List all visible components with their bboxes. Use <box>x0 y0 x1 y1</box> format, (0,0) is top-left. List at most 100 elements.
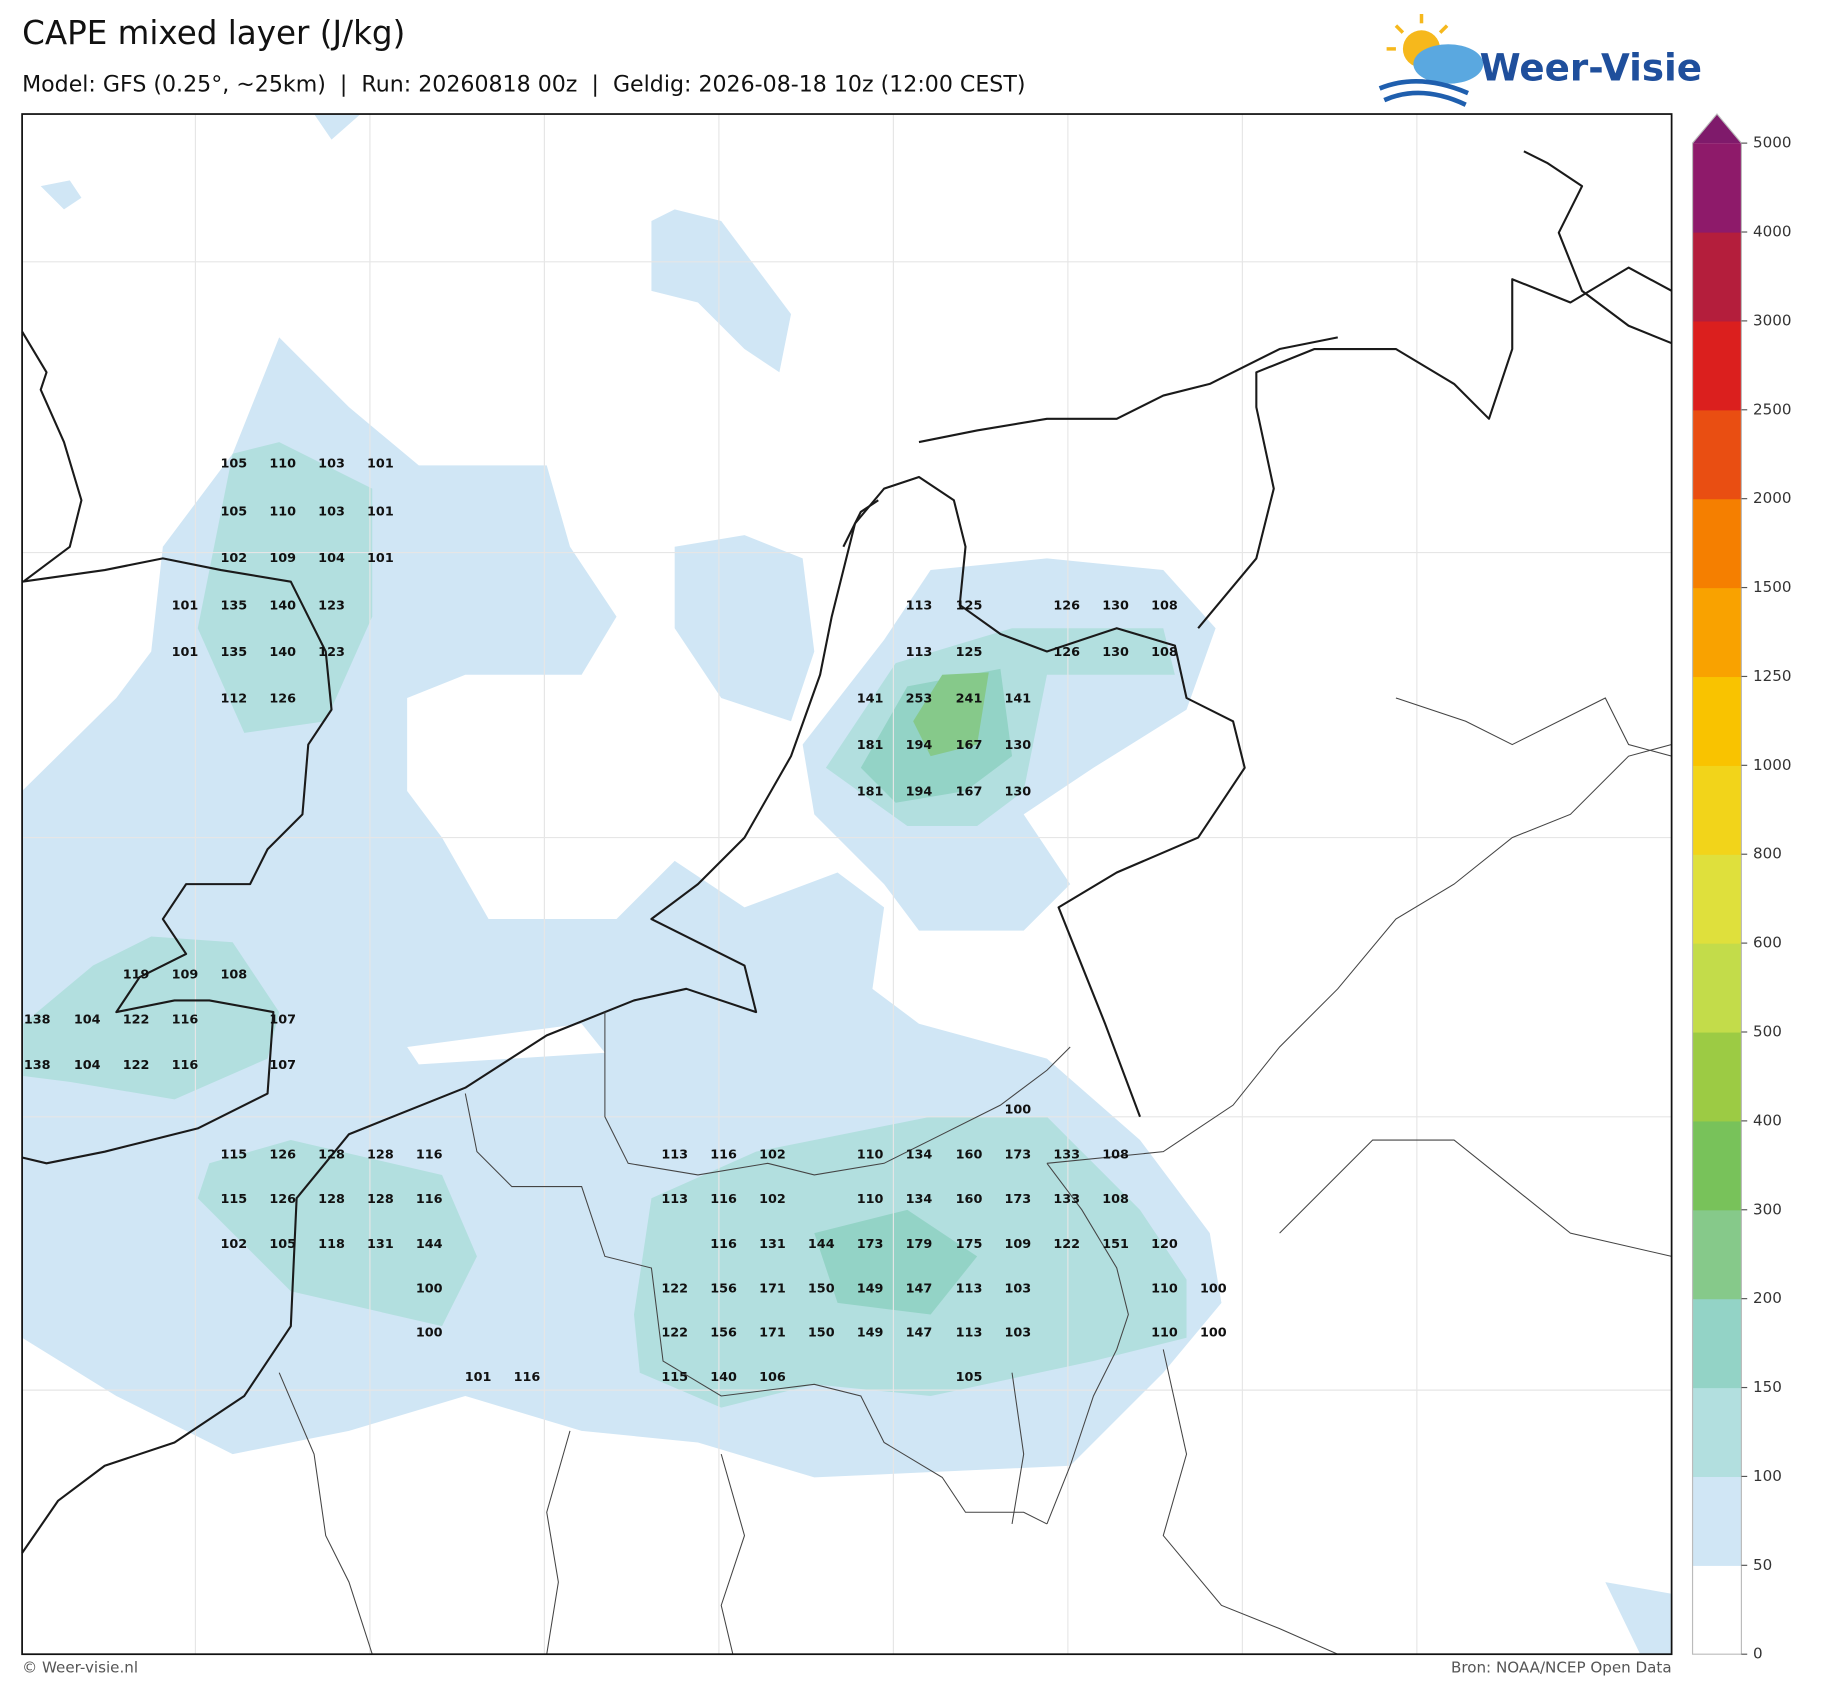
cape-label: 116 <box>416 1148 443 1163</box>
cape-label: 126 <box>1053 645 1080 660</box>
cape-label: 126 <box>1053 599 1080 614</box>
cape-label: 125 <box>956 599 983 614</box>
cape-label: 100 <box>1200 1326 1227 1341</box>
colorbar-segment <box>1692 676 1742 766</box>
cape-label: 116 <box>710 1237 737 1252</box>
cape-label: 110 <box>269 457 296 472</box>
colorbar-extend <box>1692 114 1742 144</box>
cape-label: 103 <box>1005 1281 1032 1296</box>
logo: Weer-Visie <box>1378 13 1702 107</box>
cape-label: 131 <box>367 1237 394 1252</box>
cape-label: 108 <box>1151 599 1178 614</box>
cape-label: 160 <box>956 1192 983 1207</box>
cape-label: 140 <box>710 1370 737 1385</box>
cape-label: 103 <box>318 457 345 472</box>
subtitle: Model: GFS (0.25°, ~25km) | Run: 2026081… <box>22 71 1025 97</box>
cape-label: 102 <box>759 1192 786 1207</box>
cape-label: 122 <box>1053 1237 1080 1252</box>
cape-label: 113 <box>906 645 933 660</box>
colorbar-segment <box>1692 409 1742 500</box>
colorbar-segment <box>1692 1387 1742 1478</box>
cape-label: 103 <box>318 504 345 519</box>
cape-label: 123 <box>318 645 345 660</box>
cape-label: 102 <box>220 1237 247 1252</box>
cape-label: 144 <box>416 1237 443 1252</box>
cape-label: 115 <box>220 1192 247 1207</box>
cape-label: 134 <box>906 1192 933 1207</box>
cape-label: 102 <box>220 551 247 566</box>
colorbar-segment <box>1692 765 1742 855</box>
cape-label: 171 <box>759 1281 786 1296</box>
colorbar-segment <box>1692 498 1742 589</box>
cape-label: 109 <box>1005 1237 1032 1252</box>
cape-label: 101 <box>367 504 394 519</box>
cape-label: 194 <box>906 738 933 753</box>
cape-label: 138 <box>24 1013 51 1028</box>
cape-label: 173 <box>857 1237 884 1252</box>
cape-label: 108 <box>1151 645 1178 660</box>
colorbar-segment <box>1692 587 1742 678</box>
cape-label: 105 <box>220 504 247 519</box>
cape-label: 181 <box>857 738 884 753</box>
colorbar-segment <box>1692 1476 1742 1566</box>
cape-label: 122 <box>123 1058 150 1073</box>
cape-label: 151 <box>1102 1237 1129 1252</box>
cape-label: 156 <box>710 1326 737 1341</box>
cape-label: 135 <box>220 599 247 614</box>
cape-label: 122 <box>123 1013 150 1028</box>
colorbar-tick-label: 2000 <box>1753 489 1791 507</box>
cape-label: 104 <box>318 551 345 566</box>
cape-label: 130 <box>1005 738 1032 753</box>
colorbar-outline <box>1691 113 1742 1655</box>
cape-label: 149 <box>857 1326 884 1341</box>
colorbar-tick-label: 600 <box>1753 934 1782 952</box>
cape-label: 107 <box>269 1013 296 1028</box>
cape-label: 171 <box>759 1326 786 1341</box>
cape-label: 116 <box>514 1370 541 1385</box>
footer-left: © Weer-visie.nl <box>22 1659 138 1677</box>
colorbar-segment <box>1692 232 1742 322</box>
cape-label: 106 <box>759 1370 786 1385</box>
cape-label: 102 <box>759 1148 786 1163</box>
colorbar-segment <box>1692 1298 1742 1389</box>
colorbar-tick-label: 2500 <box>1753 400 1791 418</box>
cape-label: 107 <box>269 1058 296 1073</box>
cape-label: 147 <box>906 1326 933 1341</box>
cape-label: 173 <box>1005 1192 1032 1207</box>
cape-label: 116 <box>172 1058 199 1073</box>
cape-label: 116 <box>416 1192 443 1207</box>
cape-label: 131 <box>759 1237 786 1252</box>
cape-label: 108 <box>1102 1148 1129 1163</box>
cape-label: 141 <box>857 692 884 707</box>
cape-label: 109 <box>269 551 296 566</box>
cape-label: 113 <box>661 1148 688 1163</box>
colorbar-tick-label: 100 <box>1753 1467 1782 1485</box>
cape-label: 128 <box>367 1192 394 1207</box>
colorbar-tick-label: 50 <box>1753 1556 1772 1574</box>
footer-right: Bron: NOAA/NCEP Open Data <box>1451 1659 1672 1677</box>
cape-label: 150 <box>808 1281 835 1296</box>
cape-label: 100 <box>1005 1102 1032 1117</box>
cape-label: 105 <box>220 457 247 472</box>
cape-label: 116 <box>710 1148 737 1163</box>
cape-label: 160 <box>956 1148 983 1163</box>
colorbar-segment <box>1692 1565 1742 1655</box>
cape-label: 147 <box>906 1281 933 1296</box>
colorbar-tick-label: 1250 <box>1753 667 1791 685</box>
cape-label: 100 <box>416 1326 443 1341</box>
cape-label: 181 <box>857 785 884 800</box>
colorbar-tick-label: 300 <box>1753 1200 1782 1218</box>
cape-label: 105 <box>269 1237 296 1252</box>
map-area <box>21 113 1673 1656</box>
cape-label: 101 <box>367 551 394 566</box>
colorbar-tick-label: 3000 <box>1753 311 1791 329</box>
cape-label: 115 <box>220 1148 247 1163</box>
cape-label: 103 <box>1005 1326 1032 1341</box>
cape-label: 253 <box>906 692 933 707</box>
cape-label: 110 <box>1151 1281 1178 1296</box>
cape-label: 112 <box>220 692 247 707</box>
cape-label: 128 <box>367 1148 394 1163</box>
cape-label: 110 <box>269 504 296 519</box>
